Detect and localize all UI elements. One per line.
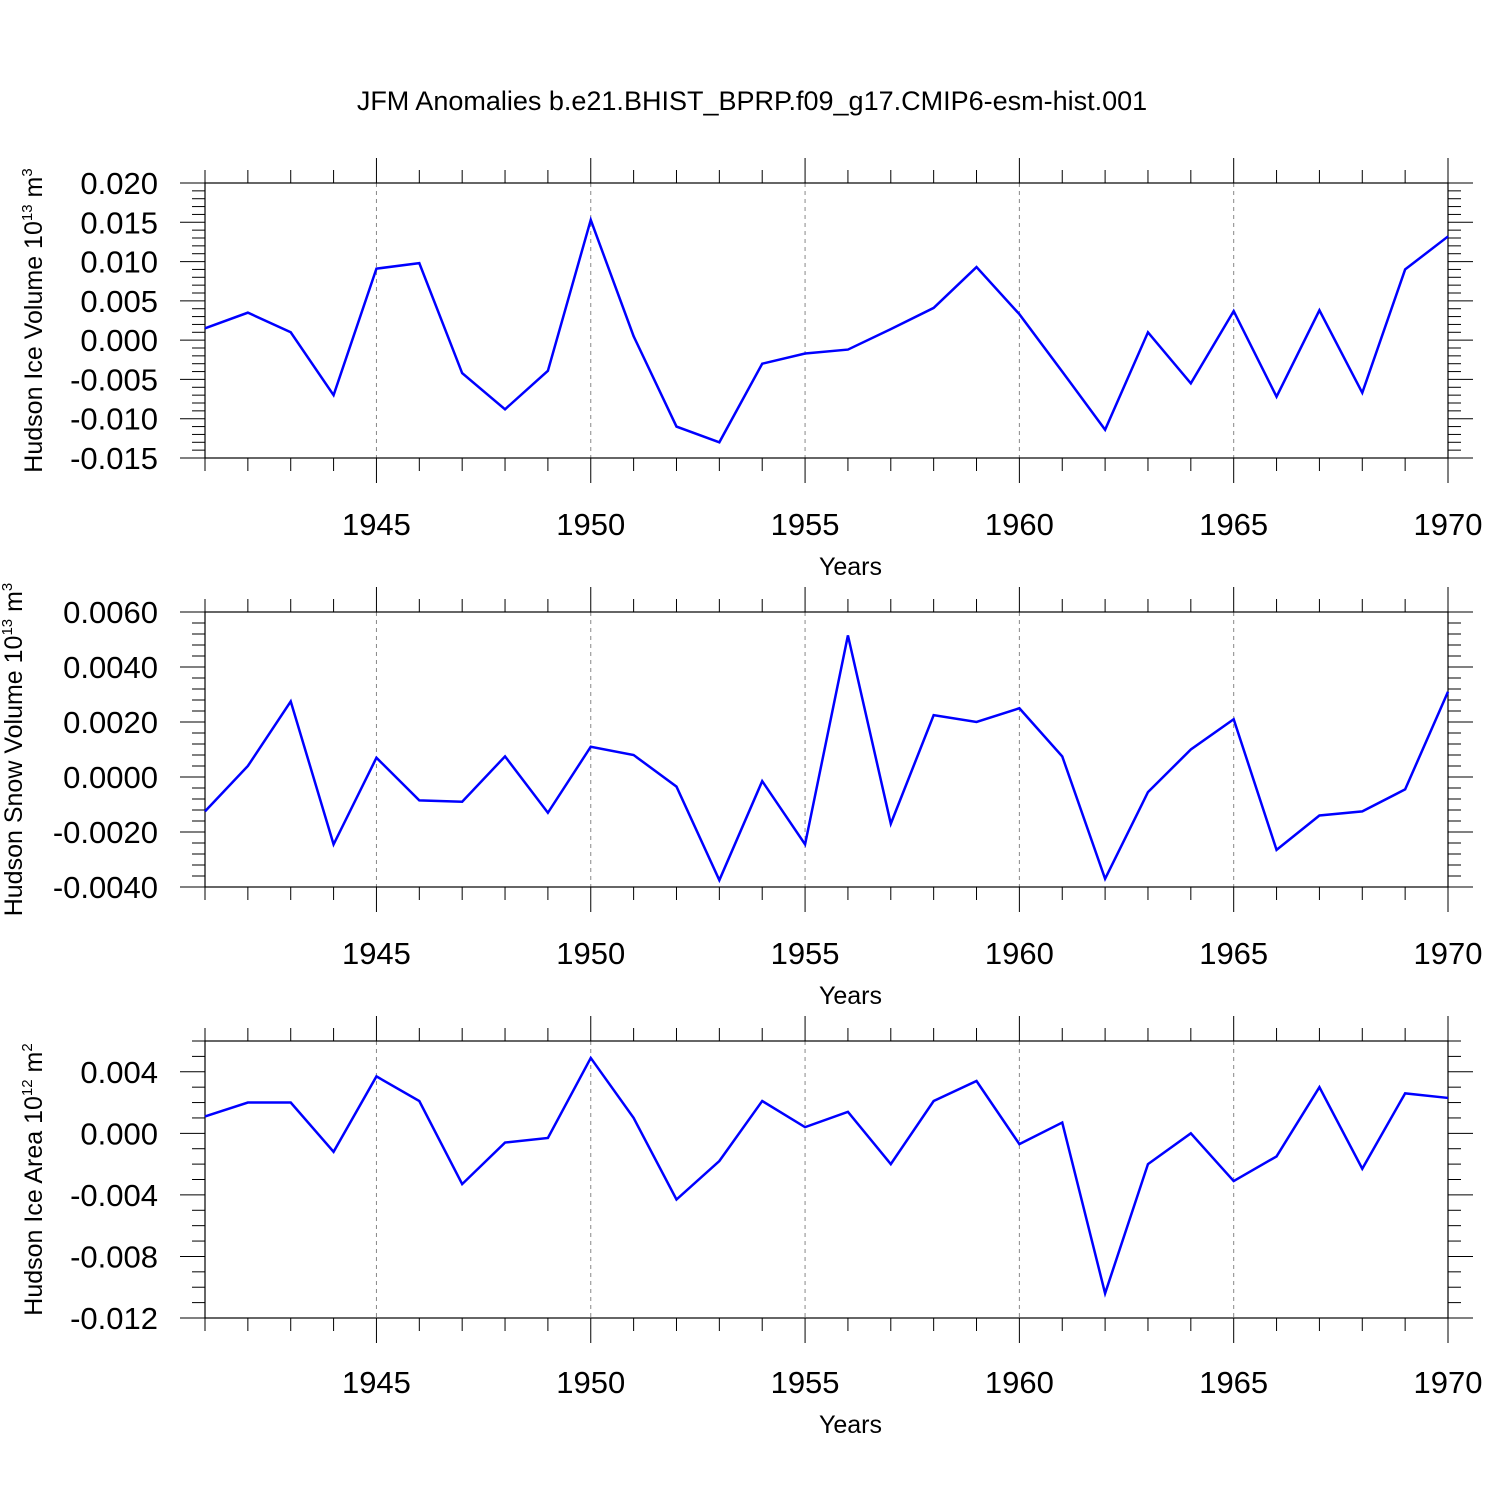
y-tick-label: 0.015 bbox=[80, 205, 158, 240]
y-tick-label: 0.010 bbox=[80, 245, 158, 280]
x-tick-label: 1970 bbox=[1414, 936, 1483, 971]
y-label-text: Hudson Ice Area 10 bbox=[20, 1096, 48, 1316]
y-label-text: Hudson Snow Volume 10 bbox=[0, 636, 28, 917]
x-tick-label: 1960 bbox=[985, 1365, 1054, 1400]
x-tick-label: 1970 bbox=[1414, 507, 1483, 542]
y-label-text: Hudson Ice Volume 10 bbox=[20, 221, 48, 473]
series-line bbox=[204, 635, 1450, 884]
y-tick-label: 0.0060 bbox=[63, 595, 158, 630]
x-axis-label: Years bbox=[819, 982, 882, 1010]
x-tick-label: 1970 bbox=[1414, 1365, 1483, 1400]
y-axis-label: Hudson Snow Volume 1013 m3 bbox=[0, 583, 28, 917]
x-axis-label: Years bbox=[819, 553, 882, 581]
y-axis-label: Hudson Ice Area 1012 m2 bbox=[19, 1043, 48, 1315]
x-axis-label: Years bbox=[819, 1411, 882, 1439]
chart-title: JFM Anomalies b.e21.BHIST_BPRP.f09_g17.C… bbox=[357, 86, 1147, 116]
panel-3: 1945 1950 1955 1960 1965 1970 -0.012 -0.008 -0.0… bbox=[19, 1016, 1482, 1439]
x-tick-label: 1955 bbox=[771, 1365, 840, 1400]
y-label-exp: 12 bbox=[19, 1079, 36, 1096]
plot-frame bbox=[204, 611, 1449, 888]
y-label-exp: 13 bbox=[19, 204, 36, 221]
x-tick-label: 1955 bbox=[771, 936, 840, 971]
y-tick-label: -0.008 bbox=[70, 1239, 158, 1274]
x-tick-label: 1950 bbox=[556, 507, 625, 542]
series-line bbox=[204, 215, 1449, 444]
plot-frame bbox=[204, 1040, 1449, 1319]
y-tick-label: 0.000 bbox=[80, 1116, 158, 1151]
x-tick-label: 1965 bbox=[1199, 507, 1268, 542]
x-tick-label: 1965 bbox=[1199, 1365, 1268, 1400]
y-tick-label: 0.0020 bbox=[63, 705, 158, 740]
y-label-unit: m bbox=[0, 591, 28, 619]
y-tick-label: -0.012 bbox=[70, 1301, 158, 1336]
y-tick-label: 0.020 bbox=[80, 166, 158, 201]
x-tick-label: 1960 bbox=[985, 507, 1054, 542]
y-tick-label: 0.004 bbox=[80, 1055, 158, 1090]
x-tick-label: 1955 bbox=[771, 507, 840, 542]
series-line bbox=[204, 1055, 1449, 1298]
y-label-unit-exp: 3 bbox=[0, 583, 16, 591]
y-tick-label: 0.0000 bbox=[63, 760, 158, 795]
y-tick-label: -0.015 bbox=[70, 441, 158, 476]
x-tick-label: 1960 bbox=[985, 936, 1054, 971]
x-tick-label: 1945 bbox=[342, 1365, 411, 1400]
y-label-unit: m bbox=[20, 177, 48, 205]
y-axis-label: Hudson Ice Volume 1013 m3 bbox=[19, 168, 48, 472]
x-tick-label: 1950 bbox=[556, 936, 625, 971]
y-tick-label: 0.005 bbox=[80, 284, 158, 319]
y-tick-label: -0.010 bbox=[70, 402, 158, 437]
y-label-unit-exp: 2 bbox=[19, 1043, 36, 1051]
y-tick-label: 0.0040 bbox=[63, 650, 158, 685]
panel-1: 1945 1950 1955 1960 1965 1970 -0.015 -0.010 -0.0… bbox=[19, 158, 1482, 581]
y-tick-label: -0.004 bbox=[70, 1178, 158, 1213]
x-tick-label: 1965 bbox=[1199, 936, 1268, 971]
y-tick-label: -0.0020 bbox=[53, 815, 158, 850]
x-tick-label: 1945 bbox=[342, 936, 411, 971]
y-tick-label: -0.0040 bbox=[53, 870, 158, 905]
x-tick-label: 1945 bbox=[342, 507, 411, 542]
y-label-unit: m bbox=[20, 1052, 48, 1080]
y-tick-label: -0.005 bbox=[70, 362, 158, 397]
panels: 1945 1950 1955 1960 1965 1970 -0.015 -0.010 -0.0… bbox=[0, 158, 1482, 1439]
plot-frame bbox=[204, 182, 1449, 459]
y-label-unit-exp: 3 bbox=[19, 168, 36, 176]
y-label-exp: 13 bbox=[0, 619, 16, 636]
x-tick-label: 1950 bbox=[556, 1365, 625, 1400]
panel-2: 1945 1950 1955 1960 1965 1970 -0.0040 -0.0020 0.… bbox=[0, 583, 1482, 1010]
y-tick-label: 0.000 bbox=[80, 323, 158, 358]
